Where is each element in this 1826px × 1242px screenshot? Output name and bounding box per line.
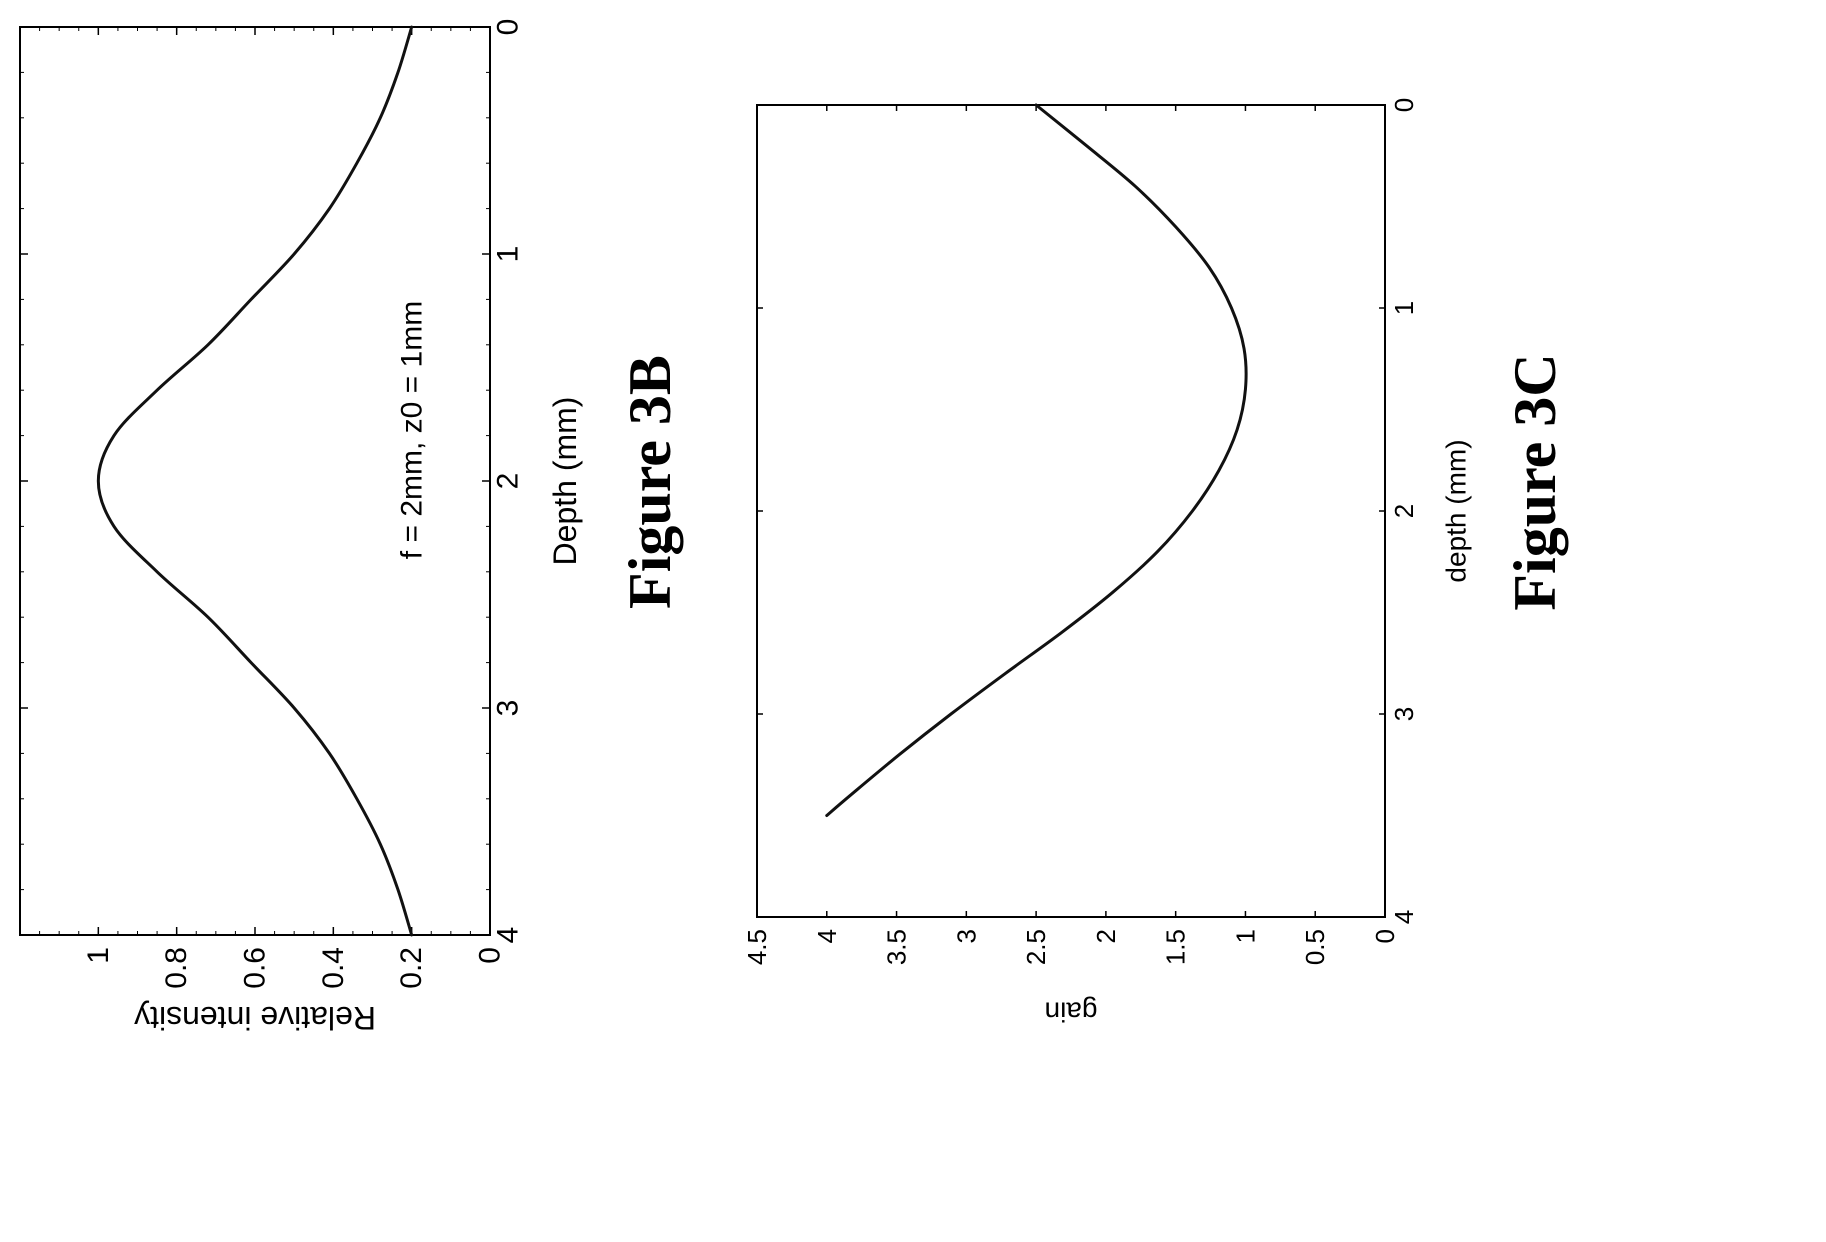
figure-label: Figure 3B (617, 355, 683, 609)
x-tick-label: 1 (1389, 301, 1419, 315)
chart-figure-3b: 0 1 2 3 4 0 0.2 0.4 0.6 0.8 1 Depth (mm) Relative in… (19, 19, 683, 1036)
y-tick-label: 0 (1370, 929, 1400, 943)
chart-figure-3c: 0 1 2 3 4 0 0.5 1 1.5 2 2.5 3 3.5 4 4.5 depth (mm) gain F… (742, 98, 1568, 1028)
y-tick-label: 3.5 (882, 929, 912, 965)
y-axis-label: gain (1045, 997, 1098, 1028)
x-tick-label: 4 (492, 927, 525, 944)
x-tick-label: 0 (1389, 98, 1419, 112)
y-axis-label: Relative intensity (134, 1000, 376, 1036)
x-tick-label: 0 (492, 19, 525, 36)
y-tick-label: 2 (1091, 929, 1121, 943)
x-axis-label: Depth (mm) (547, 397, 583, 566)
figure-label: Figure 3C (1502, 353, 1568, 610)
y-tick-label: 2.5 (1021, 929, 1051, 965)
x-tick-label: 1 (492, 246, 525, 263)
y-tick-label: 0.2 (395, 947, 428, 989)
x-tick-label: 4 (1389, 910, 1419, 924)
x-tick-label: 3 (492, 700, 525, 717)
x-tick-label: 2 (492, 473, 525, 490)
y-tick-label: 0.8 (160, 947, 193, 989)
x-tick-label: 2 (1389, 504, 1419, 518)
y-tick-label: 1 (82, 947, 115, 964)
y-tick-label: 3 (951, 929, 981, 943)
y-tick-label: 0 (474, 947, 507, 964)
y-tick-label: 1.5 (1161, 929, 1191, 965)
y-tick-label: 4.5 (742, 929, 772, 965)
y-tick-label: 1 (1230, 929, 1260, 943)
x-tick-label: 3 (1389, 707, 1419, 721)
y-tick-label: 0.4 (317, 947, 350, 989)
y-tick-label: 0.5 (1300, 929, 1330, 965)
series-line (825, 103, 1248, 817)
annotation-text: f = 2mm, z0 = 1mm (396, 301, 429, 559)
y-tick-label: 0.6 (239, 947, 272, 989)
y-tick-label: 4 (812, 929, 842, 943)
series-line (96, 25, 414, 937)
x-axis-label: depth (mm) (1441, 439, 1472, 582)
